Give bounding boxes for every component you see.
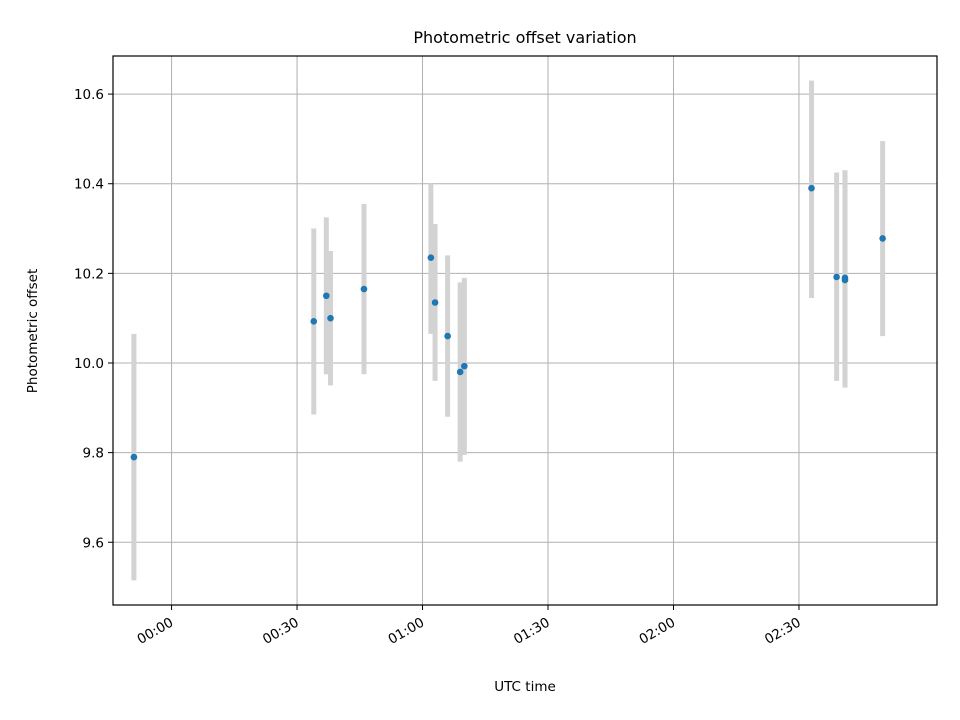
grid (113, 56, 937, 605)
data-point (360, 285, 368, 293)
data-point (833, 273, 840, 281)
data-point (461, 362, 468, 370)
data-point (456, 368, 464, 376)
data-point (808, 184, 815, 192)
chart-title: Photometric offset variation (413, 28, 636, 47)
data-point (879, 235, 886, 242)
data-point (444, 332, 451, 340)
y-tick-label: 10.4 (74, 177, 104, 193)
data-point (130, 453, 138, 461)
data-points (130, 184, 886, 461)
x-axis-label: UTC time (494, 679, 556, 695)
data-point (327, 314, 334, 322)
y-tick-label: 9.8 (83, 446, 104, 462)
y-tick-label: 9.6 (83, 535, 104, 551)
data-point (323, 292, 330, 300)
y-axis-label: Photometric offset (25, 269, 41, 393)
y-tick-label: 10.0 (74, 356, 104, 372)
y-axis: 9.6 9.8 10.0 10.2 10.4 10.6 (74, 87, 113, 551)
y-tick-label: 10.6 (74, 87, 104, 103)
plot-frame (112, 55, 938, 606)
data-point (841, 274, 849, 282)
data-point (427, 254, 435, 261)
y-tick-label: 10.2 (74, 266, 104, 282)
data-point (431, 299, 439, 306)
data-point (310, 318, 318, 325)
